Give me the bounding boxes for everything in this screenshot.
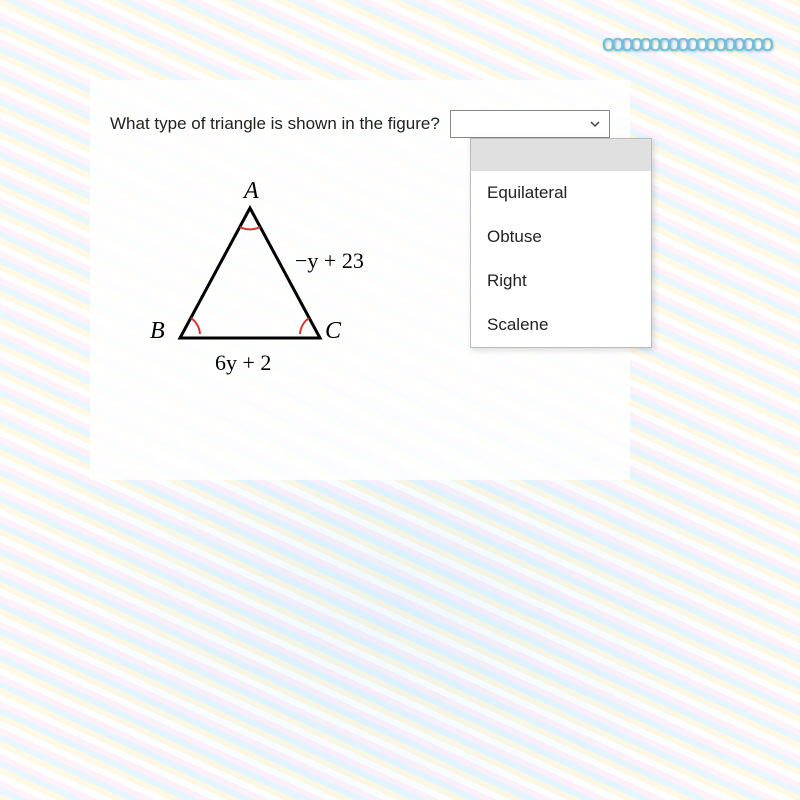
side-ac-label: −y + 23 (295, 248, 364, 274)
vertex-a-label: A (244, 178, 259, 205)
triangle-figure: A B C −y + 23 6y + 2 (150, 178, 430, 438)
answer-dropdown[interactable] (450, 110, 610, 138)
vertex-b-label: B (150, 318, 165, 345)
option-right[interactable]: Right (471, 259, 651, 303)
dropdown-menu: Equilateral Obtuse Right Scalene (470, 138, 652, 348)
question-row: What type of triangle is shown in the fi… (110, 110, 610, 138)
option-equilateral[interactable]: Equilateral (471, 171, 651, 215)
dropdown-blank-option[interactable] (471, 139, 651, 171)
vertex-c-label: C (325, 318, 341, 345)
spiral-binding-decoration: oooooooooooooooooo (602, 30, 770, 58)
option-obtuse[interactable]: Obtuse (471, 215, 651, 259)
option-scalene[interactable]: Scalene (471, 303, 651, 347)
question-text: What type of triangle is shown in the fi… (110, 114, 440, 134)
chevron-down-icon (589, 118, 601, 130)
side-bc-label: 6y + 2 (215, 350, 271, 376)
question-panel: What type of triangle is shown in the fi… (90, 80, 630, 480)
